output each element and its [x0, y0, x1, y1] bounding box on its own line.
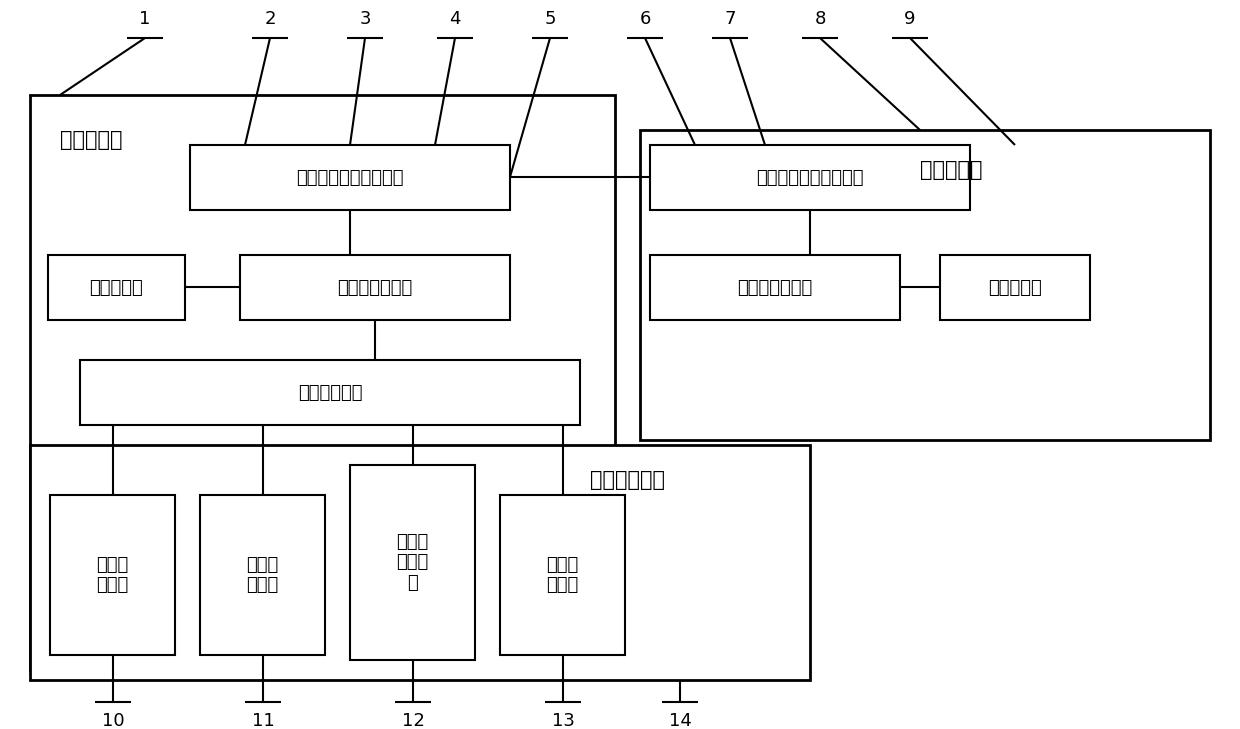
Bar	[940, 255, 1090, 320]
Text: 8: 8	[815, 10, 826, 28]
Bar	[350, 465, 475, 660]
Text: 10: 10	[102, 712, 124, 729]
Bar	[200, 495, 325, 655]
Bar	[241, 255, 510, 320]
Text: 体温测
量装置: 体温测 量装置	[97, 555, 129, 594]
Text: 第二中央处理器: 第二中央处理器	[738, 278, 812, 297]
Bar	[50, 495, 175, 655]
Text: 远程管理端: 远程管理端	[920, 160, 982, 180]
Text: 7: 7	[724, 10, 735, 28]
Text: 1: 1	[139, 10, 151, 28]
Bar	[81, 360, 580, 425]
Bar	[30, 95, 615, 670]
Text: 9: 9	[904, 10, 916, 28]
Text: 5: 5	[544, 10, 556, 28]
Text: 14: 14	[668, 712, 692, 729]
Text: 心电图
测量装
置: 心电图 测量装 置	[397, 533, 429, 592]
Text: 数据采集单元: 数据采集单元	[298, 383, 362, 402]
Bar	[190, 145, 510, 210]
Text: 4: 4	[449, 10, 461, 28]
Bar	[650, 255, 900, 320]
Bar	[30, 445, 810, 680]
Text: 13: 13	[552, 712, 574, 729]
Text: 2: 2	[264, 10, 275, 28]
Text: 血氧测
量装置: 血氧测 量装置	[547, 555, 579, 594]
Bar	[48, 255, 185, 320]
Text: 第二摄像头: 第二摄像头	[988, 278, 1042, 297]
Text: 第二无线数据传输单元: 第二无线数据传输单元	[756, 168, 864, 187]
Text: 11: 11	[252, 712, 274, 729]
Text: 血压测
量装置: 血压测 量装置	[247, 555, 279, 594]
Text: 第一摄像头: 第一摄像头	[89, 278, 144, 297]
Text: 12: 12	[402, 712, 424, 729]
Bar	[640, 130, 1210, 440]
Text: 3: 3	[360, 10, 371, 28]
Text: 6: 6	[640, 10, 651, 28]
Text: 第一中央处理器: 第一中央处理器	[337, 278, 413, 297]
Bar	[650, 145, 970, 210]
Text: 用户服务端: 用户服务端	[60, 130, 123, 150]
Text: 数据采集设备: 数据采集设备	[590, 470, 665, 490]
Text: 第一无线数据传输单元: 第一无线数据传输单元	[296, 168, 404, 187]
Bar	[500, 495, 625, 655]
